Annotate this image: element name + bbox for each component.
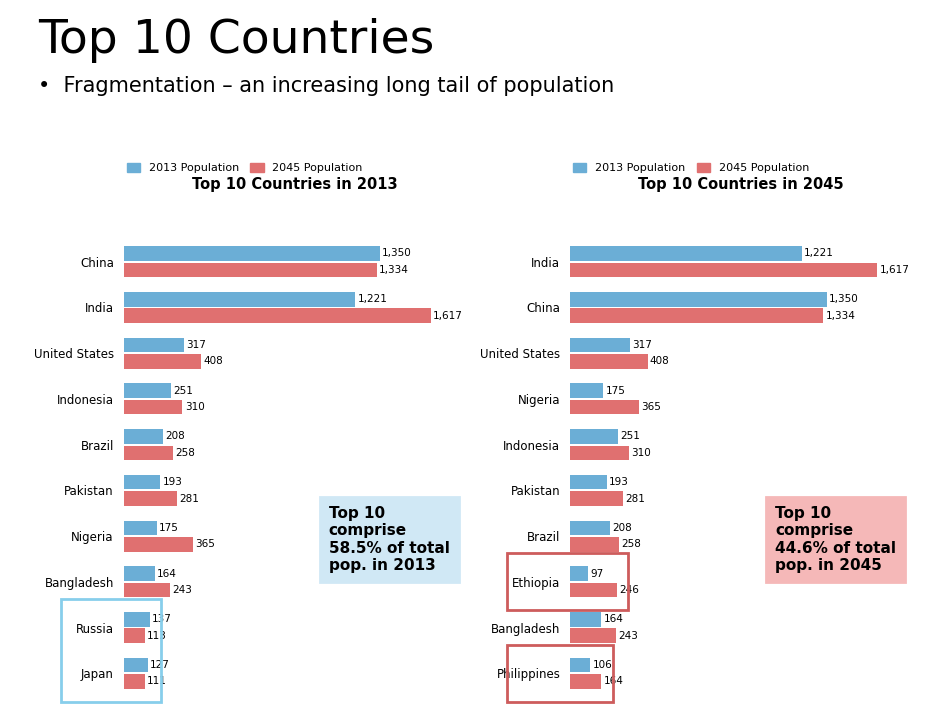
Text: 317: 317 <box>186 340 206 350</box>
Bar <box>570 537 619 552</box>
Text: 208: 208 <box>165 432 185 441</box>
Bar <box>570 674 601 689</box>
Text: 243: 243 <box>618 631 638 640</box>
Bar <box>124 383 171 398</box>
Bar <box>570 628 617 643</box>
Bar <box>61 599 161 702</box>
Text: 113: 113 <box>147 631 167 640</box>
Text: 193: 193 <box>162 477 182 487</box>
Text: 1,334: 1,334 <box>826 310 856 321</box>
Bar <box>124 338 183 352</box>
Bar <box>124 263 377 277</box>
Bar <box>124 445 173 460</box>
Text: 208: 208 <box>612 523 632 533</box>
Text: Top 10 Countries: Top 10 Countries <box>38 18 434 63</box>
Title: Top 10 Countries in 2045: Top 10 Countries in 2045 <box>638 177 844 191</box>
Text: 258: 258 <box>175 448 195 458</box>
Bar <box>124 429 163 444</box>
Bar <box>124 521 157 535</box>
Bar <box>570 308 824 323</box>
Bar <box>570 263 877 277</box>
Text: 365: 365 <box>195 539 215 549</box>
Text: 251: 251 <box>174 386 194 396</box>
Bar <box>124 612 149 627</box>
Bar <box>124 292 355 307</box>
Bar <box>570 612 601 627</box>
Text: 258: 258 <box>621 539 641 549</box>
Text: 310: 310 <box>631 448 651 458</box>
Text: 106: 106 <box>593 660 612 670</box>
Bar <box>124 658 147 672</box>
Text: 127: 127 <box>150 660 170 670</box>
Text: 1,350: 1,350 <box>382 248 412 258</box>
Text: 281: 281 <box>180 494 200 503</box>
Bar <box>124 308 430 323</box>
Text: 408: 408 <box>650 357 670 366</box>
Text: 317: 317 <box>633 340 653 350</box>
Text: Top 10
comprise
58.5% of total
pop. in 2013: Top 10 comprise 58.5% of total pop. in 2… <box>329 506 449 573</box>
Text: 1,334: 1,334 <box>379 265 409 275</box>
Bar <box>570 292 826 307</box>
Text: 408: 408 <box>203 357 223 366</box>
Bar <box>124 475 161 490</box>
Text: 164: 164 <box>157 569 177 578</box>
Bar <box>124 583 170 597</box>
Text: 137: 137 <box>152 614 172 625</box>
Text: 1,221: 1,221 <box>358 295 388 304</box>
Bar <box>124 674 144 689</box>
Bar <box>570 491 623 506</box>
Bar <box>124 354 201 369</box>
Bar <box>124 628 145 643</box>
Text: 175: 175 <box>605 386 625 396</box>
Text: 243: 243 <box>172 585 192 595</box>
Title: Top 10 Countries in 2013: Top 10 Countries in 2013 <box>192 177 397 191</box>
Bar <box>570 383 603 398</box>
Bar <box>570 445 629 460</box>
Bar <box>570 400 639 414</box>
Bar <box>570 658 590 672</box>
Bar <box>124 566 155 581</box>
Text: 164: 164 <box>603 677 623 687</box>
Text: 164: 164 <box>603 614 623 625</box>
Bar <box>570 429 618 444</box>
Text: 175: 175 <box>159 523 179 533</box>
Bar <box>507 554 628 610</box>
Text: 246: 246 <box>619 585 639 595</box>
Bar <box>570 566 588 581</box>
Bar <box>124 246 380 261</box>
Bar <box>570 583 617 597</box>
Text: 1,617: 1,617 <box>880 265 909 275</box>
Text: 111: 111 <box>147 677 167 687</box>
Text: 1,350: 1,350 <box>828 295 859 304</box>
Legend: 2013 Population, 2045 Population: 2013 Population, 2045 Population <box>569 159 814 178</box>
Text: 310: 310 <box>184 402 204 412</box>
Bar <box>124 491 177 506</box>
Bar <box>124 537 193 552</box>
Bar <box>507 645 613 702</box>
Bar <box>570 475 607 490</box>
Text: 281: 281 <box>626 494 646 503</box>
Text: 1,617: 1,617 <box>433 310 463 321</box>
Text: Top 10
comprise
44.6% of total
pop. in 2045: Top 10 comprise 44.6% of total pop. in 2… <box>775 506 896 573</box>
Text: 193: 193 <box>609 477 629 487</box>
Text: 1,221: 1,221 <box>805 248 834 258</box>
Text: 251: 251 <box>620 432 640 441</box>
Bar <box>570 521 610 535</box>
Text: 97: 97 <box>591 569 604 578</box>
Legend: 2013 Population, 2045 Population: 2013 Population, 2045 Population <box>123 159 368 178</box>
Bar <box>570 246 802 261</box>
Bar <box>124 400 182 414</box>
Bar <box>570 338 630 352</box>
Text: •  Fragmentation – an increasing long tail of population: • Fragmentation – an increasing long tai… <box>38 76 615 96</box>
Text: 365: 365 <box>641 402 661 412</box>
Bar <box>570 354 648 369</box>
